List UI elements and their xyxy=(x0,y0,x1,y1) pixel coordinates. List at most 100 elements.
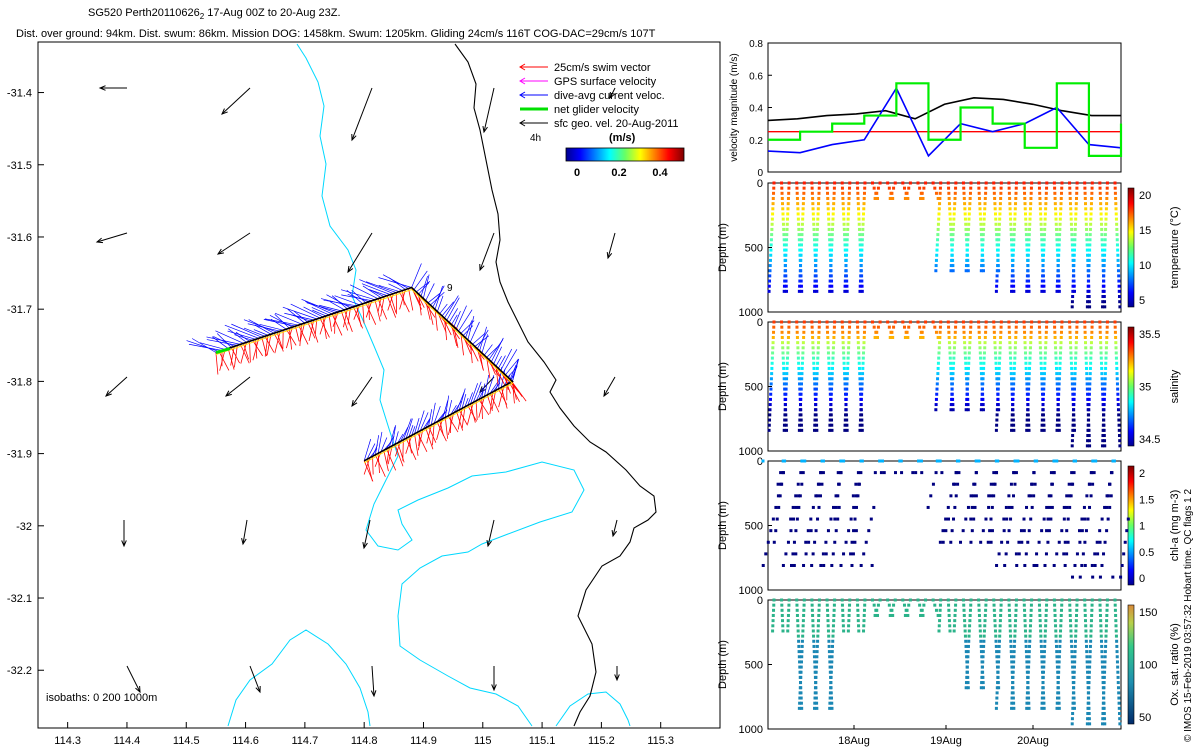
profile-point xyxy=(856,619,860,623)
profile-point xyxy=(1083,603,1087,607)
swim-vector xyxy=(295,326,300,342)
map-y-tick-label: -31.4 xyxy=(7,88,32,100)
profile-point xyxy=(792,540,796,544)
profile-point xyxy=(811,335,815,339)
profile-point xyxy=(905,191,909,195)
profile-point xyxy=(1000,540,1004,544)
sfc-velocity-arrow-head xyxy=(351,133,357,142)
profile-point xyxy=(858,418,862,422)
profile-point xyxy=(1073,639,1077,643)
profile-point xyxy=(950,258,954,262)
profile-point xyxy=(1014,341,1018,345)
profile-point xyxy=(967,639,971,643)
profile-point xyxy=(992,186,996,190)
profile-point xyxy=(831,624,835,628)
profile-point xyxy=(814,681,818,685)
profile-point xyxy=(799,665,803,669)
sfc-velocity-arrow-shaft xyxy=(242,519,248,545)
profile-point xyxy=(1054,217,1058,221)
profile-point xyxy=(802,608,806,612)
profile-point xyxy=(999,181,1003,185)
profile-point xyxy=(1088,382,1092,386)
profile-point xyxy=(828,382,832,386)
profile-point xyxy=(857,227,861,231)
profile-point xyxy=(841,346,845,350)
profile-point xyxy=(996,675,1000,679)
profile-point xyxy=(970,505,974,509)
profile-point xyxy=(993,613,997,617)
swim-vector xyxy=(252,340,263,357)
swim-vector xyxy=(219,349,226,371)
profile-point xyxy=(858,377,862,381)
profile-point xyxy=(1040,650,1044,654)
profile-point xyxy=(1072,408,1076,412)
profile-point xyxy=(981,408,985,412)
swim-vector xyxy=(486,357,491,379)
profile-point xyxy=(764,552,768,556)
profile-point xyxy=(844,274,848,278)
profile-point xyxy=(992,603,996,607)
profile-point xyxy=(871,181,875,185)
profile-point xyxy=(979,634,983,638)
profile-point xyxy=(810,186,814,190)
profile-point xyxy=(1086,289,1090,293)
profile-point xyxy=(1070,650,1074,654)
profile-point xyxy=(1026,670,1030,674)
profile-point xyxy=(997,238,1001,242)
profile-point xyxy=(949,494,953,498)
profile-point xyxy=(831,207,835,211)
profile-point xyxy=(856,613,860,617)
profile-point xyxy=(1104,217,1108,221)
profile-point xyxy=(953,341,957,345)
profile-point xyxy=(1072,428,1076,432)
profile-point xyxy=(982,639,986,643)
profile-point xyxy=(863,325,867,329)
dac-vector xyxy=(361,283,391,295)
profile-point xyxy=(1115,233,1119,237)
profile-point xyxy=(832,619,836,623)
profile-point xyxy=(854,482,858,486)
profile-point xyxy=(1102,552,1106,556)
profile-point xyxy=(966,403,970,407)
profile-point xyxy=(1028,644,1032,648)
profile-point xyxy=(1029,325,1033,329)
profile-point xyxy=(1029,186,1033,190)
profile-point xyxy=(1085,722,1089,726)
profile-point xyxy=(1054,629,1058,633)
dac-vector xyxy=(416,410,425,433)
profile-point xyxy=(1015,563,1019,567)
profile-point xyxy=(1046,517,1050,521)
profile-point xyxy=(1023,341,1027,345)
profile-point xyxy=(989,494,993,498)
profile-point xyxy=(948,346,952,350)
profile-point xyxy=(828,418,832,422)
profile-point xyxy=(1090,613,1094,617)
profile-point xyxy=(1052,459,1056,463)
profile-point xyxy=(1085,644,1089,648)
profile-point xyxy=(1070,660,1074,664)
profile-point xyxy=(876,613,880,617)
profile-point xyxy=(967,217,971,221)
profile-point xyxy=(994,428,998,432)
profile-point xyxy=(999,191,1003,195)
profile-point xyxy=(799,264,803,268)
sfc-velocity-arrow-shaft xyxy=(217,232,251,255)
profile-point xyxy=(996,248,1000,252)
profile-point xyxy=(771,207,775,211)
profile-point xyxy=(780,320,784,324)
dac-vector xyxy=(319,304,342,312)
profile-point xyxy=(795,335,799,339)
dac-vector xyxy=(498,355,506,369)
profile-point xyxy=(840,603,844,607)
profile-point xyxy=(862,619,866,623)
profile-point xyxy=(949,366,953,370)
profile-point xyxy=(1026,392,1030,396)
swim-vector xyxy=(240,344,250,364)
profile-point xyxy=(832,613,836,617)
profile-point xyxy=(1071,413,1075,417)
profile-point xyxy=(1023,619,1027,623)
profile-point xyxy=(1037,325,1041,329)
profile-point xyxy=(891,335,895,339)
profile-point xyxy=(983,619,987,623)
profile-point xyxy=(830,238,834,242)
